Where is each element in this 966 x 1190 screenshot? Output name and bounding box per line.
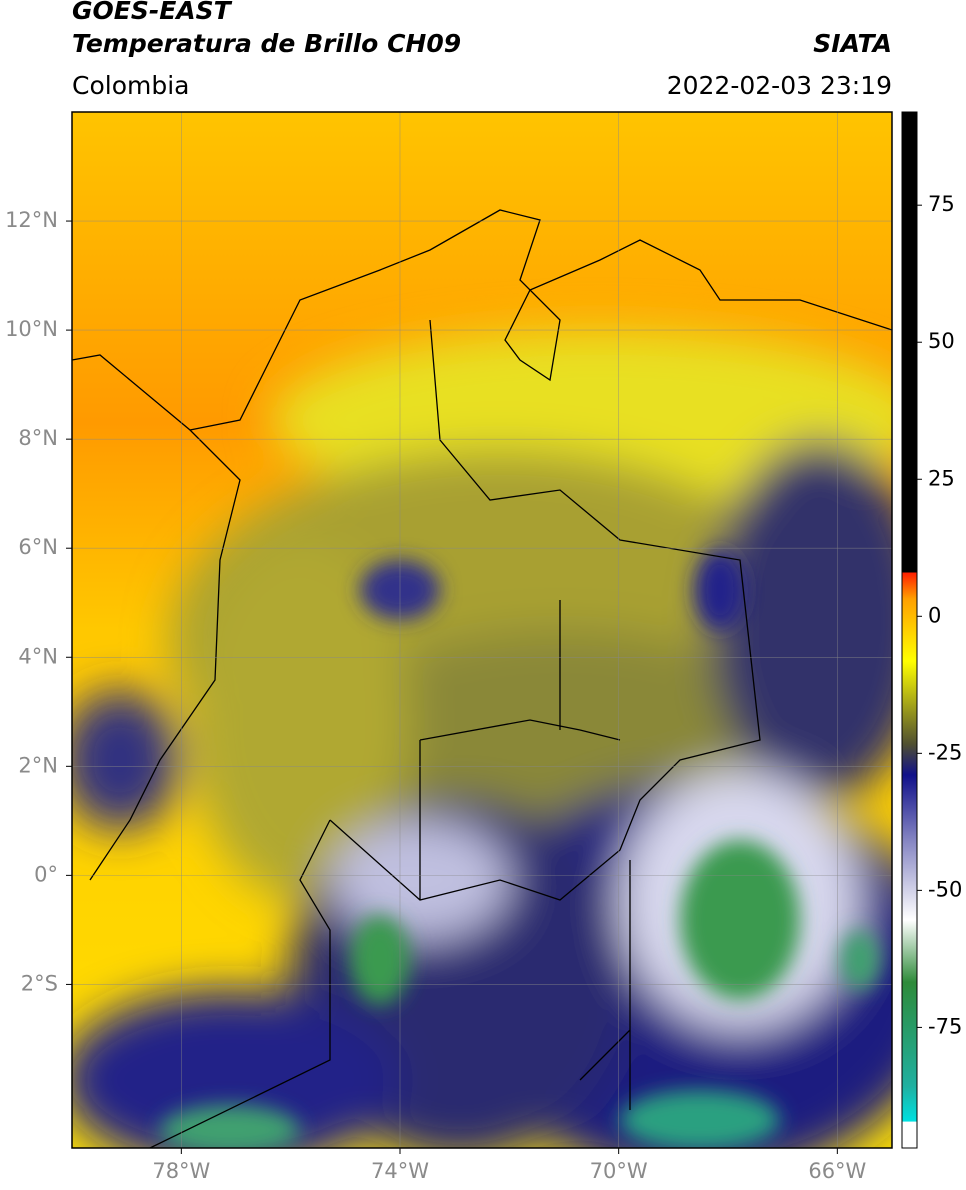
map-frame xyxy=(71,111,893,1149)
colorbar xyxy=(901,111,918,1149)
y-tick-label: 12°N xyxy=(5,208,58,232)
colorbar-tick-label: 75 xyxy=(928,192,955,216)
y-tick-label: 8°N xyxy=(18,426,58,450)
title: GOES-EAST xyxy=(72,0,233,25)
y-tick-label: 2°N xyxy=(18,753,58,777)
borders xyxy=(72,209,892,1148)
region: Colombia xyxy=(72,71,189,100)
source: SIATA xyxy=(813,29,892,58)
colorbar-tick-label: 25 xyxy=(928,466,955,490)
x-tick-label: 78°W xyxy=(152,1159,210,1183)
colorbar-tick-label: 50 xyxy=(928,329,955,353)
subtitle: Temperatura de Brillo CH09 xyxy=(72,29,461,58)
datetime: 2022-02-03 23:19 xyxy=(667,71,892,100)
y-tick-label: 0° xyxy=(34,862,58,886)
colorbar-tick-label: -75 xyxy=(928,1014,962,1038)
colorbar-tick-label: 0 xyxy=(928,603,941,627)
x-tick-label: 70°W xyxy=(590,1159,648,1183)
y-tick-label: 6°N xyxy=(18,535,58,559)
y-tick-label: 4°N xyxy=(18,644,58,668)
y-tick-label: 2°S xyxy=(21,971,58,995)
x-tick-label: 66°W xyxy=(808,1159,866,1183)
satellite-image xyxy=(72,112,892,1148)
colorbar-tick-label: -25 xyxy=(928,740,962,764)
x-tick-label: 74°W xyxy=(371,1159,429,1183)
y-tick-label: 10°N xyxy=(5,317,58,341)
colorbar-tick-label: -50 xyxy=(928,877,962,901)
